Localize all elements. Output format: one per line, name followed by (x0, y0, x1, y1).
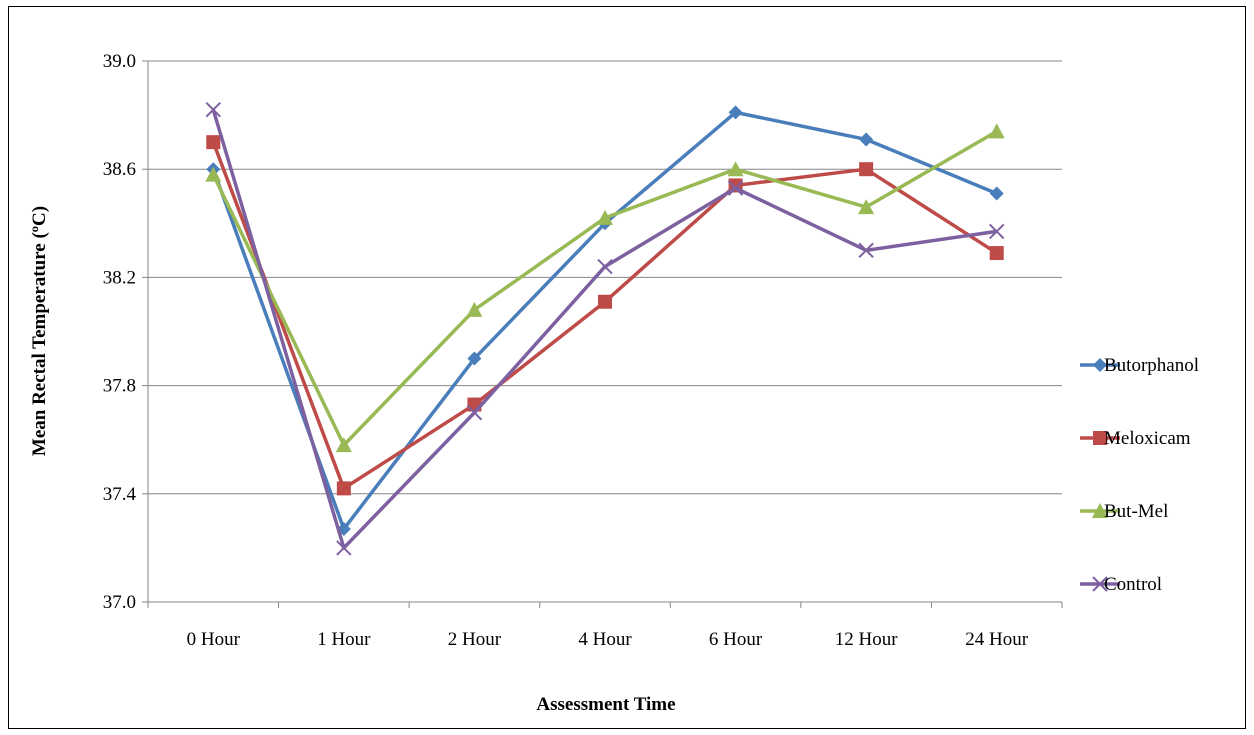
y-axis-title: Mean Rectal Temperature (ºC) (29, 206, 50, 456)
x-tick-label: 4 Hour (578, 629, 632, 650)
series-butorphanol (206, 105, 1004, 536)
data-point-diamond (467, 351, 482, 366)
data-point-triangle (1092, 503, 1108, 518)
x-tick-label: 1 Hour (317, 629, 371, 650)
data-point-x (727, 180, 744, 196)
data-point-diamond (859, 132, 874, 147)
x-tick-label: 2 Hour (448, 629, 502, 650)
series-lines (205, 101, 1005, 556)
data-point-triangle (988, 123, 1005, 139)
legend-label: But-Mel (1104, 501, 1168, 522)
series-line (211, 141, 998, 491)
data-point-triangle (205, 166, 222, 182)
data-point-triangle (727, 161, 744, 177)
data-point-square (989, 246, 1004, 261)
axes: 37.0 37.4 37.8 38.2 38.6 39.0 0 Hour 1 Hour 2 Ho… (103, 51, 1063, 650)
legend-label: Butorphanol (1104, 355, 1199, 376)
legend-item: Butorphanol (1080, 355, 1199, 376)
y-tick-label: 39.0 (103, 51, 136, 72)
series-but-mel (205, 123, 1005, 453)
data-point-square (336, 481, 351, 496)
y-tick-label: 38.6 (103, 159, 136, 180)
series-line (211, 109, 997, 550)
chart-frame (8, 6, 1246, 729)
data-point-triangle (466, 301, 483, 317)
x-tick-label: 12 Hour (835, 629, 898, 650)
data-point-x (466, 404, 483, 421)
data-point-square (1093, 431, 1107, 445)
gridlines (148, 60, 1062, 495)
data-point-x (989, 223, 1005, 240)
data-point-x (336, 540, 352, 556)
data-point-diamond (1093, 358, 1107, 372)
data-point-diamond (989, 186, 1004, 201)
y-tick-label: 37.4 (103, 484, 137, 505)
y-tick-label: 38.2 (103, 267, 136, 288)
legend-item: Meloxicam (1080, 428, 1191, 449)
data-point-triangle (597, 209, 613, 225)
x-tick-label: 24 Hour (965, 629, 1028, 650)
legend-item: Control (1080, 574, 1162, 595)
data-point-triangle (335, 437, 352, 453)
legend-label: Control (1104, 574, 1162, 595)
x-tick-label: 0 Hour (187, 629, 241, 650)
legend-label: Meloxicam (1104, 428, 1191, 449)
legend: Butorphanol Meloxicam But-Mel Control (1080, 355, 1199, 595)
data-point-x (205, 101, 221, 118)
data-point-x (858, 242, 874, 259)
legend-item: But-Mel (1080, 501, 1168, 522)
y-tick-label: 37.0 (103, 592, 136, 613)
data-point-triangle (858, 199, 875, 215)
data-point-square (598, 294, 612, 309)
data-point-x (597, 258, 613, 275)
series-control (205, 101, 1005, 556)
data-point-diamond (728, 105, 743, 120)
data-point-square (206, 135, 221, 150)
y-tick-label: 37.8 (103, 376, 136, 397)
x-axis-title: Assessment Time (536, 694, 675, 715)
data-point-x (1092, 576, 1108, 592)
series-line (211, 110, 998, 531)
data-point-square (859, 162, 874, 177)
series-meloxicam (206, 135, 1004, 496)
x-tick-label: 6 Hour (709, 629, 763, 650)
